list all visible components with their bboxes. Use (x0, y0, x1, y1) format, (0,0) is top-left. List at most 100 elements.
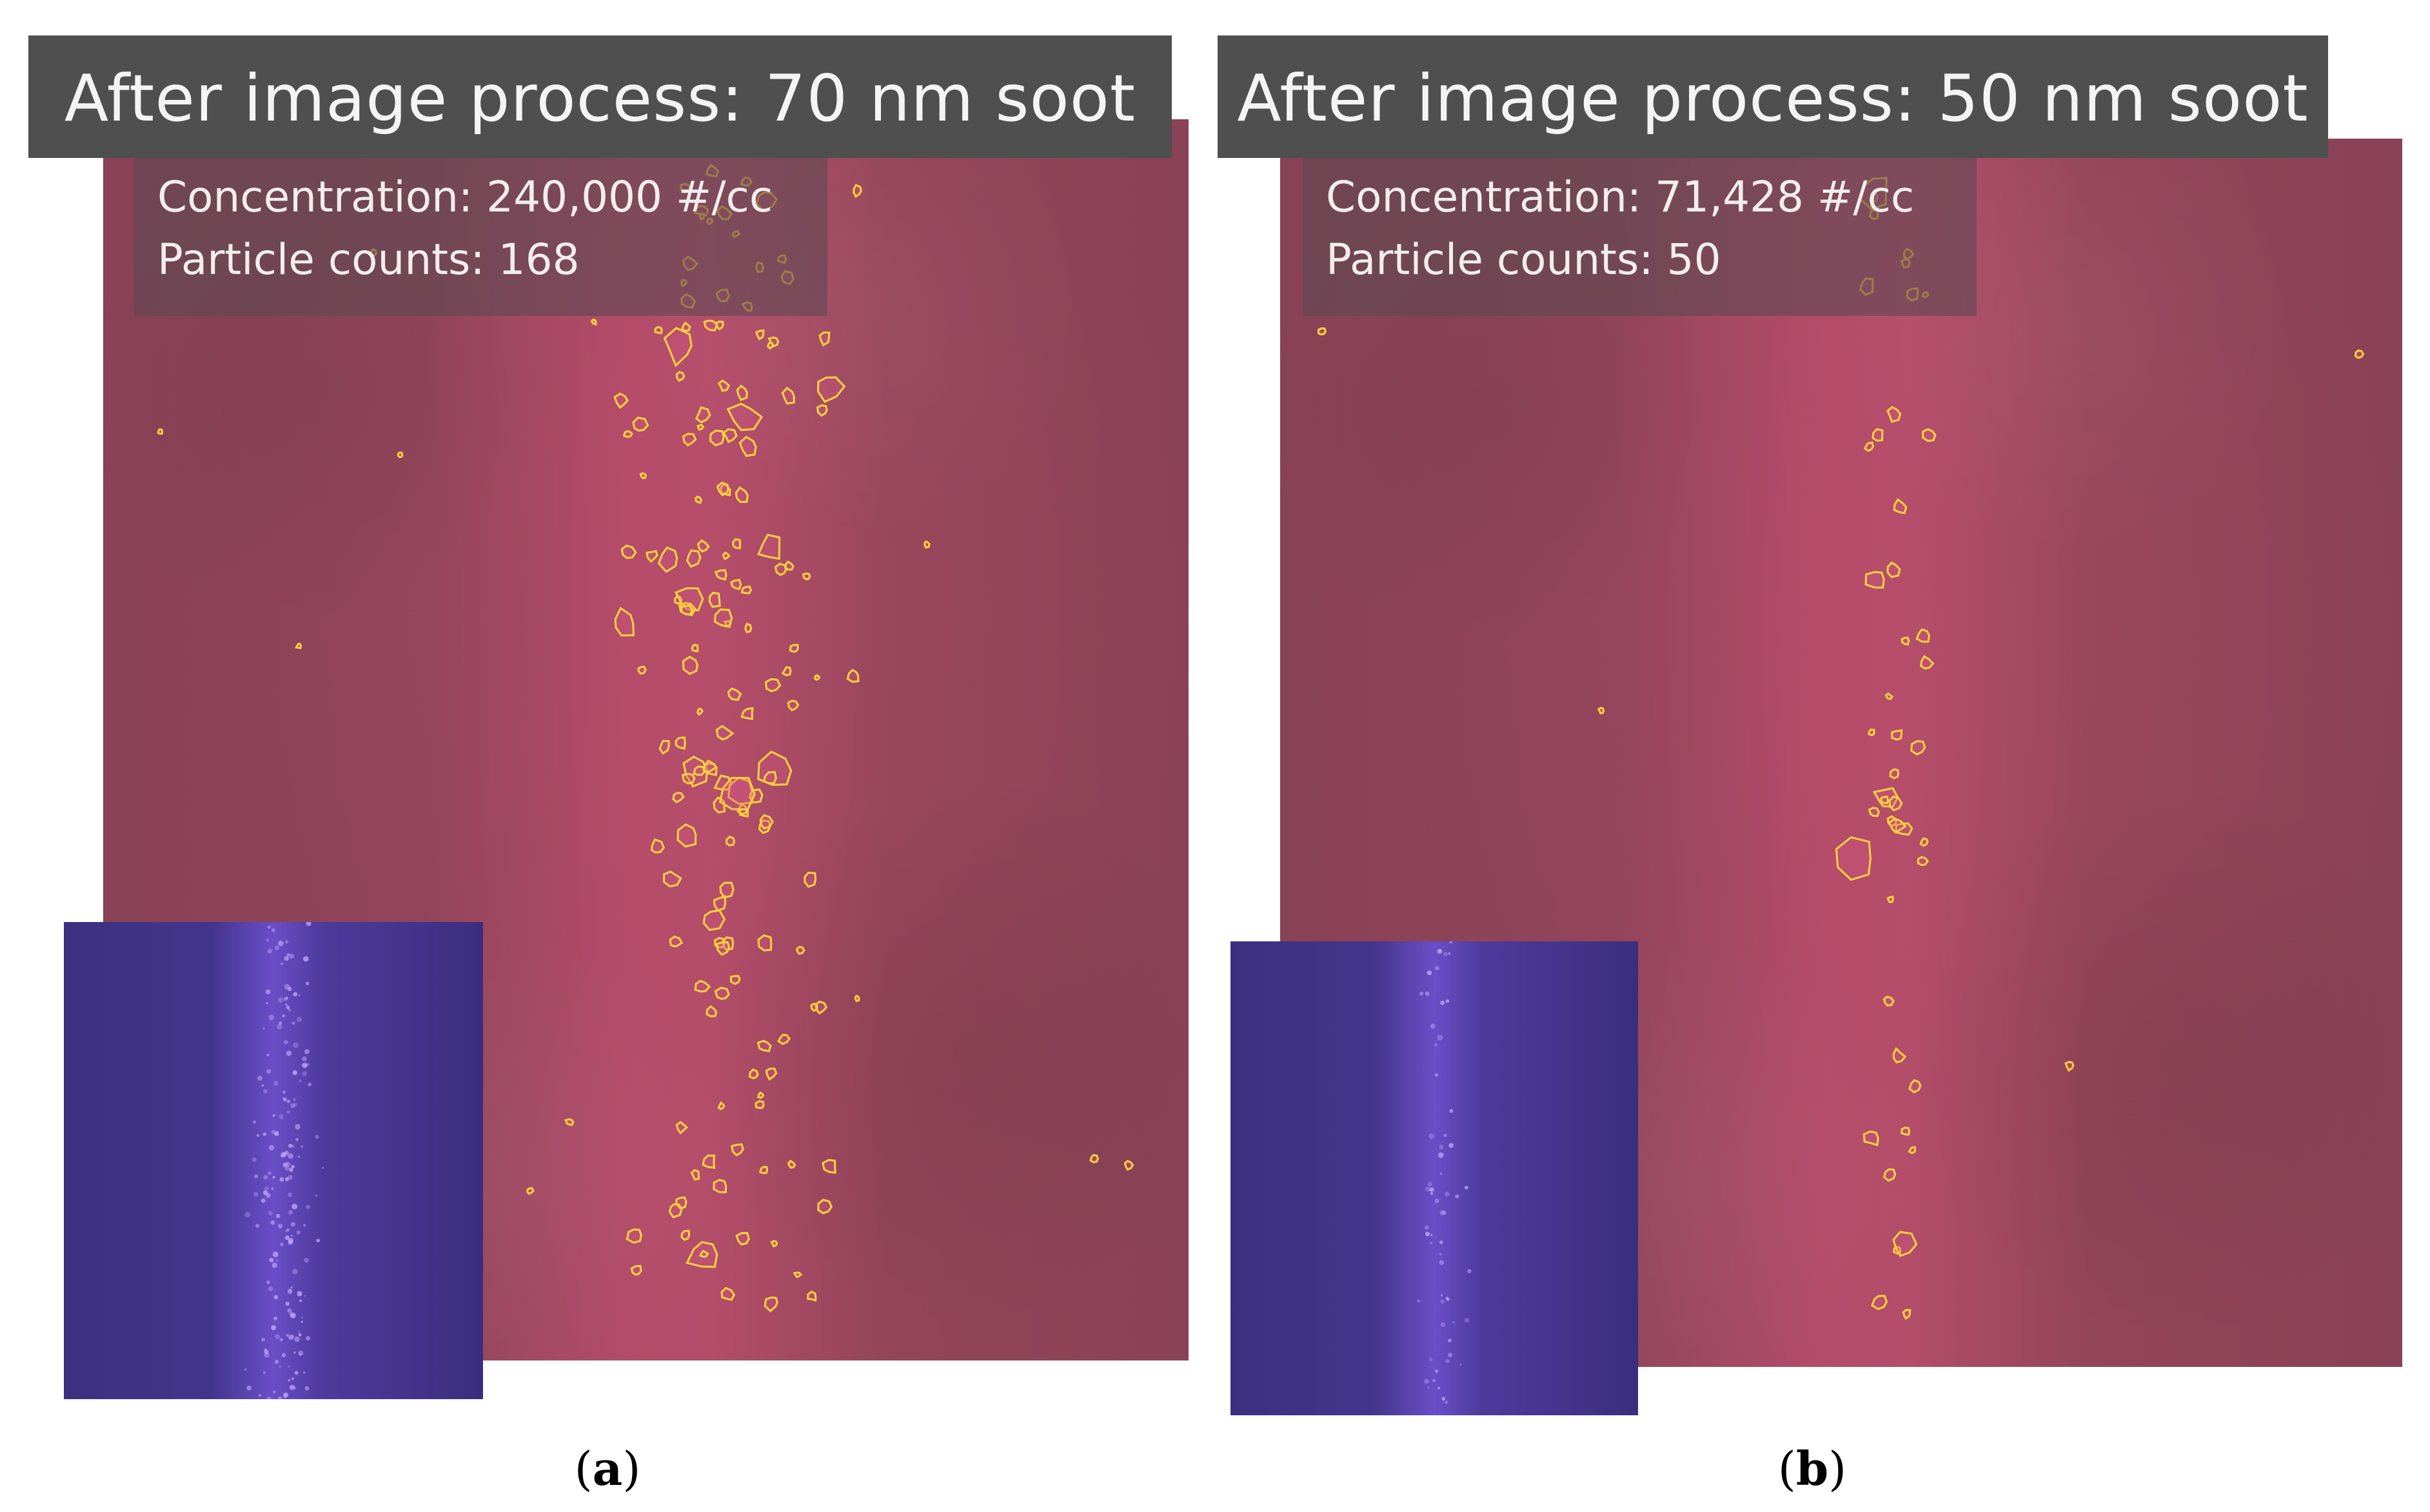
soot-particle (680, 605, 693, 616)
soot-particle (852, 184, 862, 199)
soot-particle (2354, 349, 2365, 359)
concentration-label-b: Concentration: 71,428 #/cc (1326, 172, 1915, 222)
raw-speckle (299, 1299, 302, 1302)
soot-particle (1888, 795, 1903, 812)
raw-speckle (273, 1114, 276, 1117)
soot-particle (789, 643, 799, 653)
raw-speckle (1443, 1134, 1447, 1137)
soot-particle (613, 392, 629, 409)
raw-speckle (291, 1164, 295, 1169)
raw-speckle (266, 1396, 272, 1399)
raw-speckle (296, 1017, 302, 1023)
raw-speckle (263, 1175, 268, 1180)
raw-speckle (297, 1155, 301, 1158)
raw-speckle (1424, 1225, 1429, 1230)
soot-particle (1862, 1130, 1879, 1146)
raw-speckle (1455, 1194, 1459, 1199)
soot-particle (590, 318, 597, 326)
raw-speckle (316, 1239, 321, 1242)
raw-speckle (292, 1070, 297, 1075)
soot-particle (755, 1100, 765, 1109)
raw-speckle (1465, 1186, 1468, 1190)
raw-speckle (270, 1220, 275, 1225)
raw-speckle (302, 1371, 306, 1374)
raw-speckle (1446, 1297, 1450, 1301)
raw-speckle (278, 940, 284, 947)
soot-particle (796, 946, 805, 955)
soot-particle (526, 1187, 535, 1195)
soot-particle (765, 1067, 778, 1081)
raw-speckle (284, 940, 289, 944)
raw-speckle (1464, 1317, 1470, 1323)
soot-particle (1089, 1154, 1100, 1164)
soot-particle (818, 331, 831, 347)
raw-speckle (266, 1281, 270, 1284)
raw-speckle (279, 1177, 284, 1182)
caption-a-open: ( (574, 1442, 593, 1496)
soot-particle (696, 539, 710, 553)
soot-particle (680, 321, 691, 333)
soot-particle (713, 774, 733, 791)
raw-speckle (304, 1295, 306, 1297)
soot-particle (1892, 1230, 1918, 1257)
soot-particle (757, 533, 781, 560)
raw-speckle (277, 1396, 282, 1399)
particle-count-label-b: Particle counts: 50 (1326, 235, 1721, 284)
soot-particle (694, 979, 711, 993)
raw-speckle (1443, 952, 1448, 957)
soot-particle (686, 1241, 718, 1268)
soot-particle (694, 495, 702, 504)
soot-particle (759, 814, 775, 830)
soot-particle (1900, 1126, 1911, 1136)
raw-speckle (264, 1186, 269, 1191)
caption-b-close: ) (1828, 1442, 1847, 1496)
raw-speckle (288, 1008, 291, 1012)
soot-particle (662, 870, 682, 888)
raw-speckle (268, 927, 271, 929)
raw-speckle (272, 1390, 276, 1393)
soot-particle (718, 776, 756, 810)
raw-speckle (302, 1056, 307, 1062)
raw-speckle (277, 1224, 283, 1229)
soot-particle (614, 606, 635, 637)
raw-speckle (301, 1321, 303, 1323)
raw-speckle (288, 1153, 293, 1159)
raw-speckle (1434, 1043, 1438, 1047)
raw-speckle (265, 989, 271, 995)
raw-speckle (273, 1295, 279, 1300)
soot-particle (1886, 895, 1894, 903)
raw-speckle (1439, 1144, 1444, 1150)
raw-speckle (268, 1144, 275, 1151)
soot-particle (672, 792, 685, 803)
soot-particle (758, 820, 771, 834)
raw-speckle (1439, 1240, 1443, 1244)
raw-speckle (1430, 1023, 1436, 1029)
soot-particle (717, 1101, 726, 1110)
soot-particle (762, 771, 777, 785)
soot-particle (713, 796, 726, 814)
soot-particle (759, 1166, 769, 1175)
soot-particle (1123, 1159, 1134, 1171)
raw-speckle (294, 1371, 299, 1375)
raw-speckle (283, 1039, 288, 1045)
raw-speckle (280, 1242, 284, 1247)
raw-speckle (272, 1252, 279, 1257)
raw-speckle (276, 1213, 281, 1218)
raw-speckle (271, 1325, 276, 1330)
soot-particle (1835, 836, 1872, 881)
soot-particle (802, 572, 811, 581)
caption-a: (a) (511, 1441, 704, 1496)
soot-particle (1882, 996, 1895, 1006)
soot-particle (714, 569, 727, 581)
particle-count-label-a: Particle counts: 168 (157, 235, 580, 284)
soot-particle (690, 1169, 700, 1181)
raw-speckle (273, 1316, 278, 1321)
soot-particle (793, 1271, 803, 1279)
info-box-a: Concentration: 240,000 #/cc Particle cou… (134, 158, 827, 316)
soot-particle (654, 326, 663, 335)
raw-image-inset-a (64, 922, 483, 1399)
raw-speckle (272, 1262, 277, 1268)
raw-speckle (299, 1079, 302, 1083)
raw-speckle (315, 1194, 318, 1197)
raw-speckle (286, 1050, 292, 1056)
